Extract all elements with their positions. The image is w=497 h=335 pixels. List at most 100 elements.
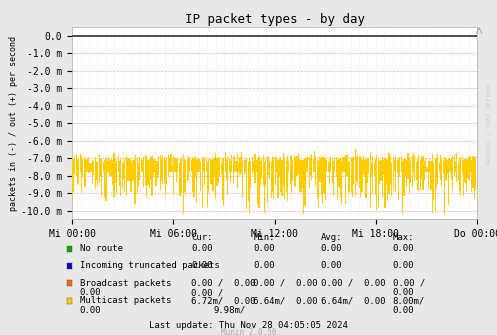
Text: 0.00 /: 0.00 /	[393, 279, 425, 288]
Text: Incoming truncated packets: Incoming truncated packets	[80, 262, 219, 270]
Text: Avg:: Avg:	[321, 233, 342, 242]
Bar	[246, 159, 248, 209]
Bar	[380, 160, 382, 181]
Bar	[405, 159, 406, 176]
Bar	[170, 154, 171, 172]
Bar	[266, 157, 268, 203]
Bar	[103, 162, 104, 172]
Text: 0.00: 0.00	[393, 244, 414, 253]
Bar	[233, 156, 234, 184]
Bar	[406, 160, 407, 187]
Bar	[200, 162, 201, 191]
Bar	[89, 163, 90, 173]
Bar	[178, 163, 179, 196]
Bar	[376, 155, 377, 210]
Bar	[395, 156, 397, 193]
Bar	[181, 157, 182, 193]
Bar	[338, 158, 339, 187]
Bar	[196, 160, 197, 203]
Bar	[321, 159, 322, 195]
Bar	[455, 161, 456, 172]
Text: 0.00 /  0.00: 0.00 / 0.00	[253, 279, 318, 288]
Bar	[229, 158, 230, 172]
Bar	[298, 153, 299, 174]
Bar	[432, 154, 433, 213]
Text: 6.64m/  0.00: 6.64m/ 0.00	[321, 296, 385, 305]
Bar	[195, 155, 196, 178]
Bar	[342, 157, 343, 172]
Text: Munin 2.0.56: Munin 2.0.56	[221, 328, 276, 335]
Bar	[341, 161, 342, 204]
Bar	[115, 158, 116, 183]
Bar	[150, 157, 151, 180]
Bar	[214, 157, 215, 176]
Bar	[218, 157, 219, 183]
Bar	[329, 159, 330, 185]
Text: 0.00: 0.00	[393, 288, 414, 297]
Bar	[302, 160, 303, 188]
Bar	[256, 160, 257, 172]
Bar	[430, 161, 431, 190]
Bar	[412, 156, 413, 187]
Bar	[317, 160, 318, 198]
Bar	[96, 160, 97, 180]
Bar	[108, 157, 109, 173]
Bar	[340, 158, 341, 197]
Bar	[417, 159, 418, 190]
Bar	[292, 160, 293, 182]
Bar	[161, 158, 162, 181]
Bar	[447, 160, 448, 174]
Bar	[451, 158, 452, 180]
Bar	[357, 155, 358, 185]
Bar	[73, 158, 74, 192]
Bar	[225, 152, 226, 172]
Bar	[172, 165, 173, 172]
Bar	[434, 159, 436, 211]
Bar	[415, 162, 416, 180]
Bar	[158, 156, 160, 175]
Bar	[197, 159, 199, 172]
Bar	[307, 157, 308, 172]
Bar	[398, 158, 399, 200]
Bar	[88, 157, 89, 173]
Bar	[264, 162, 265, 213]
Bar	[363, 156, 364, 174]
Bar	[333, 161, 334, 196]
Bar	[296, 156, 298, 176]
Bar	[272, 157, 273, 192]
Bar	[234, 156, 235, 172]
Bar	[261, 157, 262, 179]
Bar	[477, 156, 478, 179]
Bar	[360, 156, 361, 197]
Bar	[157, 161, 158, 179]
Bar	[305, 158, 306, 206]
Bar	[142, 160, 143, 173]
Bar	[80, 154, 81, 172]
Bar	[130, 159, 131, 192]
Bar	[166, 157, 167, 184]
Bar	[445, 157, 446, 181]
Bar	[337, 160, 338, 199]
Bar	[295, 157, 296, 188]
Bar	[421, 157, 422, 179]
Bar	[322, 156, 323, 204]
Bar	[202, 157, 203, 208]
Bar	[206, 159, 207, 172]
Bar	[448, 158, 449, 205]
Bar	[273, 157, 274, 199]
Bar	[236, 160, 237, 172]
Text: 0.00: 0.00	[393, 306, 414, 315]
Bar	[408, 153, 409, 179]
Bar	[188, 156, 189, 180]
Bar	[160, 154, 161, 190]
Bar	[287, 156, 288, 201]
Bar	[391, 163, 392, 196]
Text: 0.00 /  0.00: 0.00 / 0.00	[321, 279, 385, 288]
Bar	[326, 160, 328, 172]
Bar	[310, 158, 311, 176]
Bar	[94, 157, 95, 189]
Text: Multicast packets: Multicast packets	[80, 296, 171, 305]
Text: 6.72m/  0.00: 6.72m/ 0.00	[191, 296, 256, 305]
Bar	[122, 163, 123, 189]
Text: 0.00: 0.00	[80, 306, 101, 315]
